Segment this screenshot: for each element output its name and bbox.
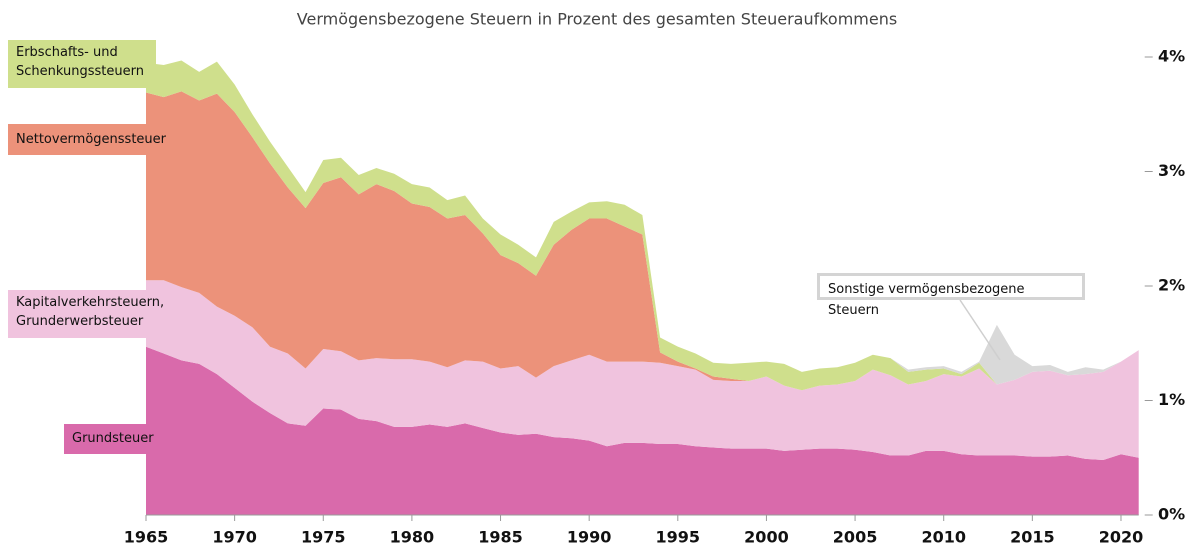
leader-line: [959, 299, 1001, 361]
x-tick-label: 1965: [124, 528, 169, 547]
x-tick-label: 1975: [301, 528, 346, 547]
y-tick-label: 3%: [1158, 161, 1185, 180]
area: [146, 91, 1139, 391]
area: [146, 346, 1139, 515]
legend-label: Erbschafts- und Schenkungssteuern: [8, 40, 156, 88]
x-tick-label: 2005: [833, 528, 878, 547]
x-tick-label: 1970: [212, 528, 257, 547]
y-tick-label: 2%: [1158, 276, 1185, 295]
x-tick-label: 2000: [744, 528, 789, 547]
area: [146, 60, 1139, 391]
legend-label: Kapitalverkehrsteuern, Grunderwerbsteuer: [8, 290, 176, 338]
y-tick-label: 1%: [1158, 390, 1185, 409]
chart-title: Vermögensbezogene Steuern in Prozent des…: [297, 10, 897, 29]
x-tick-label: 1980: [390, 528, 435, 547]
x-tick-label: 2015: [1010, 528, 1055, 547]
x-tick-label: 2020: [1099, 528, 1144, 547]
y-tick-label: 4%: [1158, 47, 1185, 66]
legend-label: Grundsteuer: [64, 424, 170, 454]
x-tick-label: 1985: [478, 528, 523, 547]
legend-label: Nettovermögenssteuer: [8, 124, 170, 155]
x-tick-label: 1995: [656, 528, 701, 547]
legend-label: Sonstige vermögensbezogene Steuern: [817, 273, 1085, 318]
x-tick-label: 2010: [921, 528, 966, 547]
x-tick-label: 1990: [567, 528, 612, 547]
area: [146, 280, 1139, 461]
y-tick-label: 0%: [1158, 505, 1185, 524]
